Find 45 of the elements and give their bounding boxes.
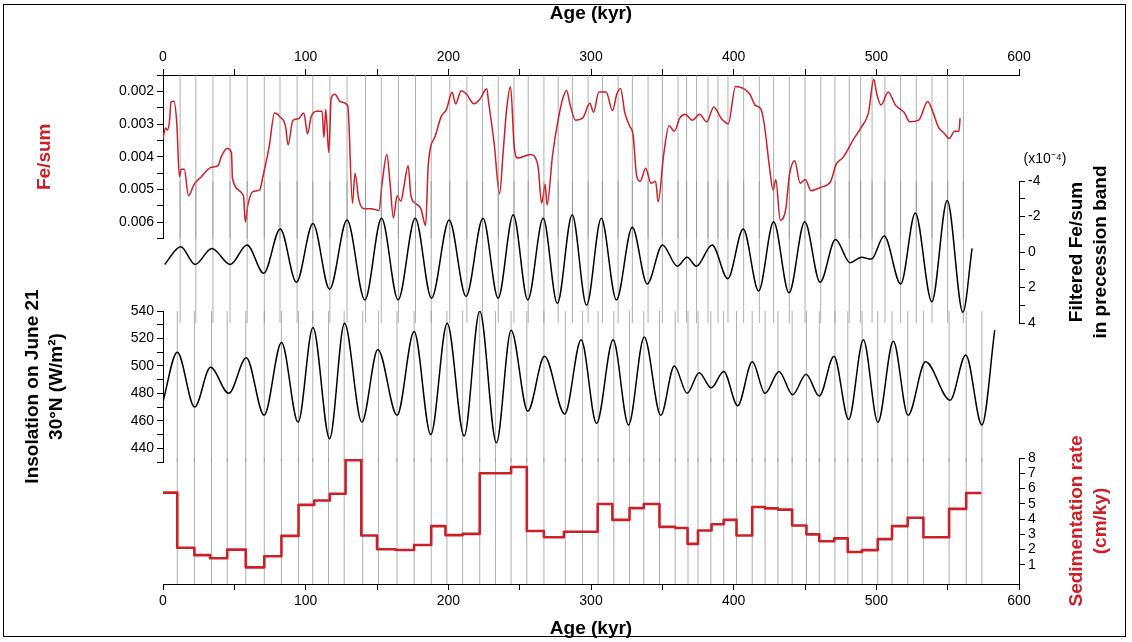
y2-tick-label: 1 [1028,555,1036,572]
y2-tick-label: 8 [1028,448,1036,465]
y2-tick-label: 6 [1028,479,1036,496]
y-tick-label: 540 [130,301,155,318]
y-tick-label: 460 [130,411,155,428]
x2-tick-label: 200 [436,48,461,65]
x2-tick-label: 600 [1007,48,1031,65]
y2-tick-label: 4 [1028,313,1036,330]
x2-tick-label: 0 [159,48,168,65]
y-tick-label: 440 [130,439,155,456]
y-tick-label: 0.003 [118,114,155,131]
x2-tick-label: 100 [293,48,318,65]
x-tick-label: 600 [1007,592,1031,609]
y2-tick-label: 3 [1028,525,1036,542]
y2-tick-label: 4 [1028,509,1036,526]
y-axis-title: Fe/sum [33,123,55,191]
x-tick-label: 0 [159,592,168,609]
y2-tick-label: 7 [1028,464,1036,481]
y2-tick-label: 2 [1028,540,1036,557]
y-axis-title: Insolation on June 21 30°N (W/m²) [21,288,67,484]
y-tick-label: 480 [130,384,155,401]
y2-tick-label: 0 [1028,242,1036,259]
x2-tick-label: 500 [864,48,889,65]
y-tick-label: 0.005 [118,180,155,197]
y-tick-label: 500 [130,356,155,373]
y-tick-label: 0.004 [118,147,155,164]
text: (x10⁻⁴) [1023,150,1067,166]
y-tick-label: 520 [130,329,155,346]
y2-tick-label: 5 [1028,494,1036,511]
x2-axis-title: Age (kyr) [549,1,633,23]
x-tick-label: 200 [436,592,461,609]
x-tick-label: 500 [864,592,889,609]
y2-tick-label: -2 [1028,207,1041,224]
y2-tick-label: -4 [1028,171,1041,188]
x-tick-label: 400 [721,592,746,609]
y2-axis-title: Filtered Fe/sum in precession band [1065,165,1111,339]
x2-tick-label: 300 [579,48,603,65]
x2-tick-label: 400 [721,48,746,65]
y-tick-label: 0.002 [118,82,155,99]
y2-tick-label: 2 [1028,278,1036,295]
y-tick-label: 0.006 [118,213,155,230]
x-tick-label: 300 [579,592,603,609]
y2-axis-title: Sedimentation rate (cm/ky) [1065,435,1111,607]
x-tick-label: 100 [293,592,318,609]
x-axis-title: Age (kyr) [549,616,633,638]
